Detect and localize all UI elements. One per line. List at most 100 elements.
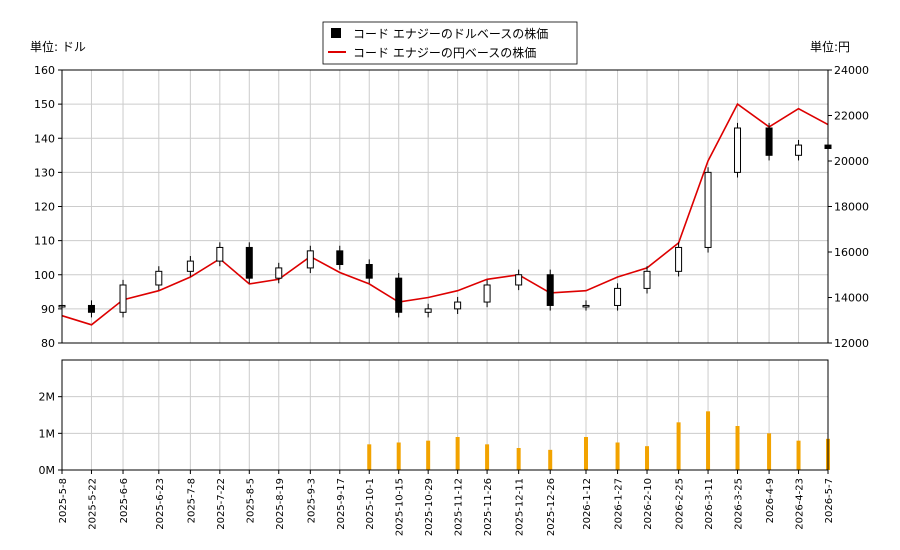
usd-candle-body — [483, 284, 491, 303]
legend-usd-label: コード エナジーのドルベースの株価 — [353, 26, 548, 41]
left-y-tick-label: 90 — [41, 303, 55, 316]
volume-bar — [516, 448, 521, 470]
usd-candle-body — [336, 250, 344, 266]
volume-bar — [396, 442, 401, 470]
volume-y-tick-label: 0M — [39, 464, 56, 477]
volume-y-tick-label: 2M — [39, 391, 56, 404]
right-y-tick-label: 14000 — [834, 292, 869, 305]
right-y-tick-label: 18000 — [834, 201, 869, 214]
x-tick-label: 2025-5-22 — [87, 478, 98, 530]
volume-bar — [735, 426, 740, 470]
usd-candle-body — [186, 260, 194, 272]
x-tick-label: 2025-12-26 — [546, 478, 557, 536]
usd-candle-body — [614, 287, 622, 306]
volume-bar — [645, 446, 650, 470]
usd-candle-body — [795, 144, 803, 156]
usd-candle-body — [675, 246, 683, 272]
usd-candle-body — [306, 250, 314, 269]
volume-bar — [583, 437, 588, 470]
volume-bar — [485, 444, 490, 470]
volume-y-tick-label: 1M — [39, 427, 56, 440]
x-tick-label: 2026-5-7 — [824, 478, 835, 523]
right-y-tick-label: 16000 — [834, 246, 869, 259]
legend-jpy-label: コード エナジーの円ベースの株価 — [353, 45, 536, 60]
right-unit-label: 単位:円 — [810, 39, 850, 54]
volume-bar — [455, 437, 460, 470]
x-tick-label: 2025-11-26 — [483, 478, 494, 536]
x-tick-label: 2025-7-8 — [186, 478, 197, 523]
left-unit-label: 単位: ドル — [30, 39, 86, 54]
x-tick-label: 2026-2-10 — [643, 478, 654, 530]
grid-layer — [61, 69, 829, 471]
usd-candle-body — [87, 304, 95, 313]
usd-candle-body — [704, 171, 712, 248]
right-y-tick-label: 20000 — [834, 155, 869, 168]
x-tick-label: 2026-2-25 — [675, 478, 686, 530]
x-tick-label: 2025-5-8 — [58, 478, 69, 523]
left-y-tick-label: 160 — [34, 64, 55, 77]
volume-bar — [548, 449, 553, 470]
volume-plot-frame — [61, 359, 829, 471]
usd-candle-body — [765, 127, 773, 156]
jpy-price-line — [61, 102, 829, 326]
usd-candle-body — [546, 274, 554, 306]
x-tick-label: 2025-6-23 — [155, 478, 166, 530]
price-plot-frame — [61, 69, 829, 344]
right-y-tick-label: 22000 — [834, 110, 869, 123]
x-tick-label: 2026-1-27 — [614, 478, 625, 530]
right-y-tick-label: 12000 — [834, 337, 869, 350]
x-tick-label: 2025-9-3 — [306, 478, 317, 523]
usd-candle-body — [734, 127, 742, 173]
x-tick-label: 2026-4-9 — [765, 478, 776, 523]
left-y-tick-label: 130 — [34, 166, 55, 179]
x-tick-label: 2025-7-22 — [216, 478, 227, 530]
usd-candle-body — [582, 304, 590, 308]
x-tick-label: 2025-10-15 — [395, 478, 406, 536]
volume-bar — [676, 422, 681, 470]
usd-candle-body — [216, 246, 224, 262]
x-tick-label: 2026-3-25 — [734, 478, 745, 530]
legend-usd-swatch — [331, 28, 341, 38]
usd-candle-body — [454, 301, 462, 310]
usd-candle-body — [245, 246, 253, 279]
right-y-tick-label: 24000 — [834, 64, 869, 77]
usd-candle-body — [424, 308, 432, 313]
left-y-tick-label: 80 — [41, 337, 55, 350]
volume-layer — [367, 411, 830, 470]
legend: コード エナジーのドルベースの株価 コード エナジーの円ベースの株価 — [322, 21, 578, 65]
x-tick-label: 2025-11-12 — [454, 478, 465, 536]
axes-layer: 2025-5-8 2025-5-22 2025-6-6 2025-6-23 2025-7… — [34, 64, 869, 536]
volume-bar — [796, 440, 801, 470]
candlestick-layer — [58, 122, 832, 318]
legend-box — [322, 21, 578, 65]
volume-bar — [367, 444, 372, 470]
usd-candle-body — [643, 270, 651, 289]
left-y-tick-label: 100 — [34, 269, 55, 282]
usd-candle-body — [515, 274, 523, 286]
left-y-tick-label: 150 — [34, 98, 55, 111]
x-tick-label: 2025-9-17 — [336, 478, 347, 530]
usd-candle-body — [155, 270, 163, 286]
x-tick-label: 2025-8-19 — [275, 478, 286, 530]
x-tick-label: 2026-3-11 — [704, 478, 715, 530]
left-y-tick-label: 110 — [34, 235, 55, 248]
x-tick-label: 2025-10-1 — [365, 478, 376, 530]
x-tick-label: 2025-6-6 — [119, 478, 130, 523]
usd-candle-body — [395, 277, 403, 313]
volume-bar — [615, 442, 620, 470]
left-y-tick-label: 140 — [34, 132, 55, 145]
left-y-tick-label: 120 — [34, 201, 55, 214]
x-tick-label: 2025-12-11 — [515, 478, 526, 536]
usd-candle-body — [119, 284, 127, 313]
volume-bar — [767, 433, 772, 470]
volume-bar — [426, 440, 431, 470]
x-tick-label: 2025-8-5 — [245, 478, 256, 523]
x-tick-label: 2026-4-23 — [795, 478, 806, 530]
x-tick-label: 2026-1-12 — [582, 478, 593, 530]
jpy-line-layer — [61, 102, 829, 326]
usd-candle-body — [275, 267, 283, 279]
usd-candle-body — [365, 264, 373, 279]
volume-bar — [706, 411, 711, 470]
